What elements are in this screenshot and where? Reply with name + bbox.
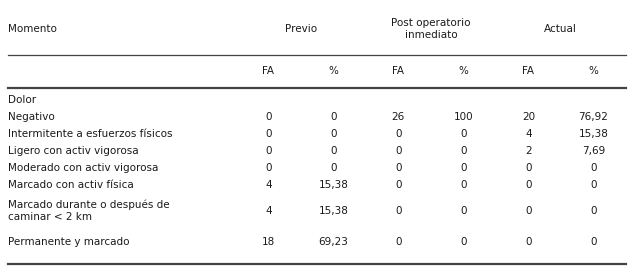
- Text: FA: FA: [522, 66, 535, 76]
- Text: 0: 0: [395, 129, 402, 139]
- Text: 0: 0: [525, 238, 532, 247]
- Text: FA: FA: [262, 66, 274, 76]
- Text: Intermitente a esfuerzos físicos: Intermitente a esfuerzos físicos: [8, 129, 172, 139]
- Text: Momento: Momento: [8, 24, 57, 34]
- Text: Post operatorio
inmediato: Post operatorio inmediato: [391, 18, 470, 39]
- Text: %: %: [328, 66, 338, 76]
- Text: 0: 0: [395, 163, 402, 173]
- Text: 0: 0: [525, 206, 532, 216]
- Text: %: %: [588, 66, 598, 76]
- Text: Actual: Actual: [545, 24, 577, 34]
- Text: 0: 0: [525, 163, 532, 173]
- Text: 0: 0: [460, 206, 467, 216]
- Text: 0: 0: [330, 112, 337, 122]
- Text: 69,23: 69,23: [318, 238, 348, 247]
- Text: 4: 4: [525, 129, 532, 139]
- Text: 26: 26: [392, 112, 405, 122]
- Text: 0: 0: [460, 163, 467, 173]
- Text: 4: 4: [265, 180, 272, 190]
- Text: 2: 2: [525, 146, 532, 156]
- Text: 0: 0: [590, 180, 597, 190]
- Text: 0: 0: [590, 238, 597, 247]
- Text: 0: 0: [265, 112, 272, 122]
- Text: 20: 20: [522, 112, 535, 122]
- Text: 15,38: 15,38: [579, 129, 608, 139]
- Text: FA: FA: [392, 66, 404, 76]
- Text: 0: 0: [395, 206, 402, 216]
- Text: 4: 4: [265, 206, 272, 216]
- Text: 0: 0: [265, 129, 272, 139]
- Text: 0: 0: [265, 146, 272, 156]
- Text: 0: 0: [330, 146, 337, 156]
- Text: 0: 0: [330, 163, 337, 173]
- Text: Dolor: Dolor: [8, 95, 36, 105]
- Text: Moderado con activ vigorosa: Moderado con activ vigorosa: [8, 163, 158, 173]
- Text: 0: 0: [590, 163, 597, 173]
- Text: 0: 0: [525, 180, 532, 190]
- Text: 18: 18: [262, 238, 275, 247]
- Text: %: %: [459, 66, 469, 76]
- Text: Previo: Previo: [285, 24, 317, 34]
- Text: 76,92: 76,92: [579, 112, 608, 122]
- Text: 0: 0: [460, 180, 467, 190]
- Text: 0: 0: [395, 146, 402, 156]
- Text: 100: 100: [454, 112, 473, 122]
- Text: 0: 0: [460, 129, 467, 139]
- Text: 15,38: 15,38: [318, 180, 348, 190]
- Text: 0: 0: [395, 180, 402, 190]
- Text: Marcado con activ física: Marcado con activ física: [8, 180, 133, 190]
- Text: 0: 0: [460, 146, 467, 156]
- Text: Marcado durante o después de
caminar < 2 km: Marcado durante o después de caminar < 2…: [8, 200, 169, 222]
- Text: Negativo: Negativo: [8, 112, 54, 122]
- Text: 0: 0: [395, 238, 402, 247]
- Text: Permanente y marcado: Permanente y marcado: [8, 238, 129, 247]
- Text: 0: 0: [330, 129, 337, 139]
- Text: 15,38: 15,38: [318, 206, 348, 216]
- Text: 7,69: 7,69: [582, 146, 605, 156]
- Text: Ligero con activ vigorosa: Ligero con activ vigorosa: [8, 146, 138, 156]
- Text: 0: 0: [265, 163, 272, 173]
- Text: 0: 0: [460, 238, 467, 247]
- Text: 0: 0: [590, 206, 597, 216]
